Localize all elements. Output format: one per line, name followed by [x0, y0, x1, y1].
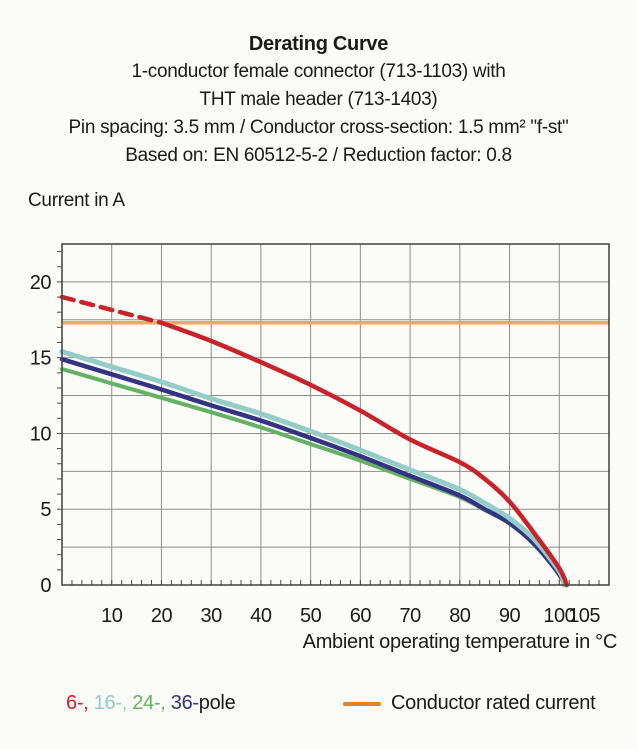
y-tick-label: 20	[30, 272, 52, 294]
legend-rated-current: Conductor rated current	[343, 692, 596, 715]
x-tick-label: 50	[300, 605, 322, 627]
curve-36-pole	[59, 356, 567, 588]
chart-subtitle-line-3: Pin spacing: 3.5 mm / Conductor cross-se…	[68, 117, 569, 138]
curve-16-pole	[59, 349, 567, 588]
y-tick-label: 15	[30, 348, 52, 370]
curve-6-pole	[159, 320, 569, 588]
y-tick-label: 0	[40, 575, 51, 597]
x-tick-label: 105	[568, 605, 600, 627]
legend-segment: 24-,	[132, 692, 171, 714]
legend-pole-variants: 6-, 16-, 24-, 36-pole	[66, 692, 236, 715]
chart-header: Derating Curve 1-conductor female connec…	[0, 30, 637, 170]
legend-segment: 6-,	[66, 692, 94, 714]
rated-current-line-swatch	[343, 701, 381, 706]
legend-segment: 16-,	[93, 692, 133, 714]
x-tick-label: 30	[201, 605, 223, 627]
chart-title: Derating Curve	[248, 33, 389, 55]
legend-segment: 36-	[170, 692, 199, 714]
curve-24-pole	[60, 367, 567, 587]
x-axis-title: Ambient operating temperature in °C	[303, 631, 617, 653]
legend-segment: pole	[198, 692, 236, 714]
x-tick-label: 10	[101, 605, 123, 627]
curve-6-pole-dashed	[59, 294, 164, 326]
y-axis-title: Current in A	[28, 190, 125, 211]
x-tick-label: 80	[449, 605, 471, 627]
y-tick-label: 10	[30, 423, 52, 445]
x-tick-label: 60	[350, 605, 372, 627]
plot-border	[61, 243, 610, 586]
rated-current-label: Conductor rated current	[391, 692, 596, 714]
legend: 6-, 16-, 24-, 36-pole Conductor rated cu…	[0, 692, 637, 722]
x-tick-label: 20	[151, 605, 173, 627]
x-tick-label: 70	[399, 605, 421, 627]
chart-subtitle-line-2: THT male header (713-1403)	[199, 89, 438, 110]
chart-subtitle-line-1: 1-conductor female connector (713-1103) …	[131, 61, 506, 82]
chart-subtitle-line-4: Based on: EN 60512-5-2 / Reduction facto…	[125, 145, 512, 166]
x-tick-label: 90	[499, 605, 521, 627]
y-tick-label: 5	[40, 499, 51, 521]
x-tick-label: 40	[250, 605, 272, 627]
x-tick-label: 100	[543, 605, 575, 627]
